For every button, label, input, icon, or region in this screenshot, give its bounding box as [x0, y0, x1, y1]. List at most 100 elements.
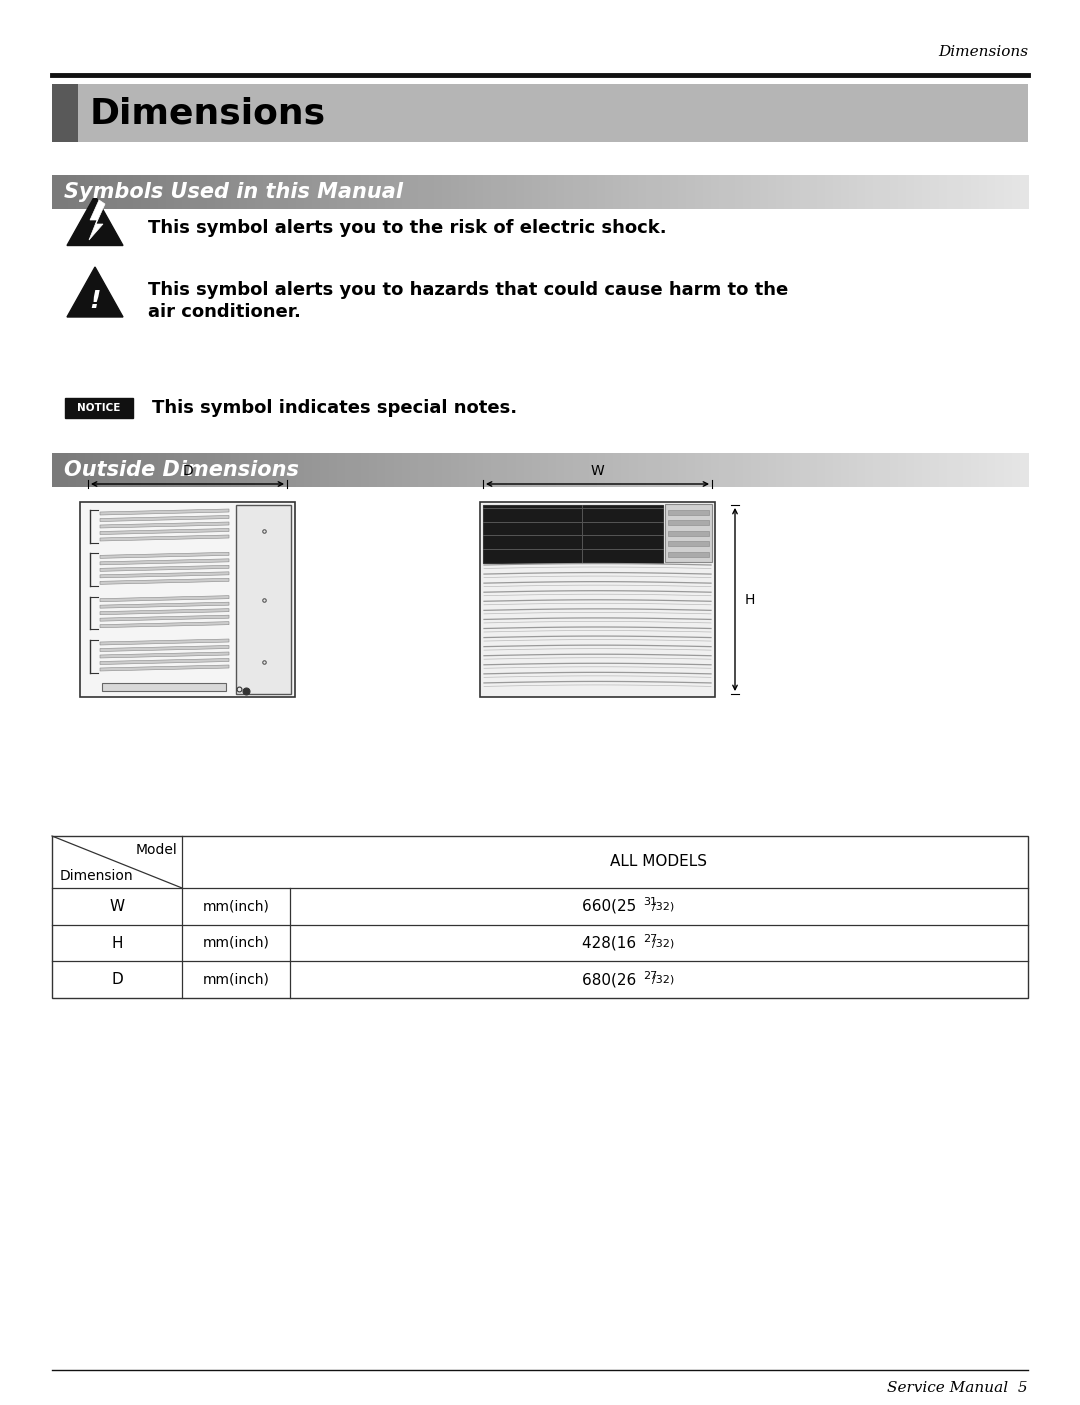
Bar: [743, 452, 752, 488]
Polygon shape: [100, 621, 229, 628]
Bar: [897, 176, 906, 209]
Bar: [443, 452, 451, 488]
Bar: [540, 452, 549, 488]
Bar: [669, 552, 708, 556]
Polygon shape: [100, 509, 229, 516]
Bar: [914, 176, 922, 209]
Bar: [881, 176, 890, 209]
Bar: [467, 452, 475, 488]
Bar: [515, 176, 524, 209]
Bar: [450, 452, 459, 488]
Bar: [637, 176, 646, 209]
Text: mm(inch): mm(inch): [203, 972, 269, 986]
Polygon shape: [100, 652, 229, 658]
Bar: [84, 176, 93, 209]
Bar: [158, 176, 166, 209]
Polygon shape: [100, 559, 229, 565]
Bar: [784, 176, 793, 209]
Bar: [199, 452, 207, 488]
Bar: [874, 176, 882, 209]
Bar: [524, 452, 532, 488]
Bar: [621, 452, 630, 488]
Bar: [264, 176, 272, 209]
Bar: [816, 176, 825, 209]
Bar: [271, 176, 280, 209]
Bar: [1012, 176, 1021, 209]
Bar: [630, 452, 638, 488]
Bar: [980, 176, 988, 209]
Bar: [206, 176, 215, 209]
Bar: [483, 452, 491, 488]
Bar: [483, 176, 491, 209]
Bar: [296, 452, 305, 488]
Bar: [613, 176, 622, 209]
Bar: [296, 176, 305, 209]
Bar: [637, 452, 646, 488]
Bar: [768, 176, 777, 209]
Bar: [418, 176, 427, 209]
Bar: [491, 452, 500, 488]
Polygon shape: [100, 552, 229, 558]
Bar: [499, 176, 508, 209]
Bar: [271, 452, 280, 488]
Text: /32): /32): [652, 975, 674, 985]
Bar: [727, 176, 735, 209]
Bar: [345, 176, 353, 209]
Bar: [166, 176, 175, 209]
Bar: [865, 452, 874, 488]
Bar: [670, 176, 678, 209]
Bar: [377, 176, 386, 209]
Polygon shape: [100, 596, 229, 601]
Bar: [621, 176, 630, 209]
Text: Dimensions: Dimensions: [937, 45, 1028, 59]
Bar: [581, 176, 590, 209]
Bar: [515, 452, 524, 488]
Text: 680(26: 680(26: [582, 972, 642, 988]
Polygon shape: [100, 615, 229, 621]
Bar: [102, 683, 226, 691]
Bar: [60, 452, 69, 488]
Bar: [337, 176, 346, 209]
Bar: [434, 176, 443, 209]
Bar: [402, 176, 410, 209]
Bar: [694, 452, 703, 488]
Bar: [849, 176, 858, 209]
Bar: [312, 452, 321, 488]
Bar: [800, 452, 809, 488]
Bar: [703, 452, 712, 488]
Bar: [735, 176, 744, 209]
Bar: [759, 452, 768, 488]
Bar: [906, 176, 915, 209]
Bar: [897, 452, 906, 488]
Bar: [947, 452, 956, 488]
Bar: [947, 176, 956, 209]
Bar: [792, 176, 800, 209]
Bar: [467, 176, 475, 209]
Text: mm(inch): mm(inch): [203, 936, 269, 950]
Bar: [93, 176, 102, 209]
Bar: [930, 452, 939, 488]
Bar: [183, 452, 191, 488]
Bar: [1020, 176, 1028, 209]
Bar: [312, 176, 321, 209]
Text: 27: 27: [643, 971, 658, 981]
Bar: [939, 176, 947, 209]
Bar: [410, 452, 419, 488]
Bar: [402, 452, 410, 488]
Bar: [222, 176, 231, 209]
Bar: [605, 452, 613, 488]
Bar: [174, 452, 183, 488]
Bar: [434, 452, 443, 488]
Text: NOTICE: NOTICE: [78, 403, 121, 413]
Bar: [841, 176, 850, 209]
Polygon shape: [100, 608, 229, 614]
Bar: [1012, 452, 1021, 488]
Bar: [549, 452, 557, 488]
Bar: [955, 452, 963, 488]
Bar: [255, 452, 264, 488]
Bar: [759, 176, 768, 209]
Polygon shape: [100, 528, 229, 534]
Bar: [890, 452, 899, 488]
Bar: [930, 176, 939, 209]
Bar: [775, 176, 784, 209]
